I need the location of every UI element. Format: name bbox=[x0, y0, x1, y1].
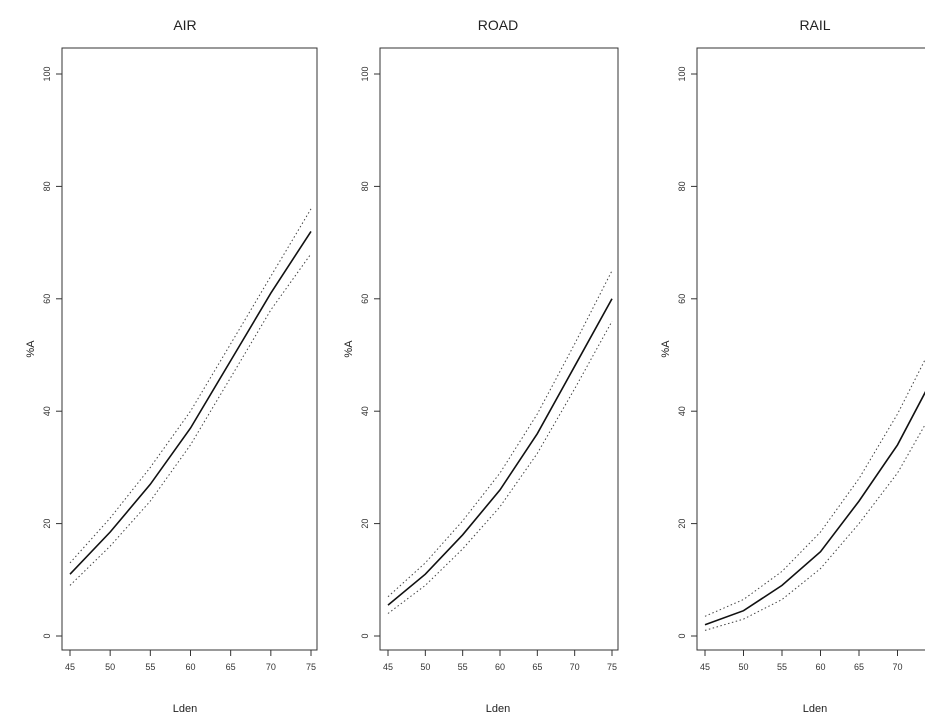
confidence-line bbox=[387, 270, 613, 598]
y-tick-label: 0 bbox=[42, 633, 52, 638]
y-tick-label: 0 bbox=[360, 633, 370, 638]
panel-air: AIR 45 50 55 60 65 70 75 0 20 40 60 80 100 Lden %A bbox=[25, 17, 318, 715]
x-tick-label: 60 bbox=[495, 662, 505, 672]
confidence-line bbox=[704, 423, 925, 631]
x-axis-label: Lden bbox=[486, 703, 510, 715]
y-tick-label: 100 bbox=[360, 66, 370, 81]
plot-frame bbox=[61, 47, 318, 651]
y-axis-label: %A bbox=[343, 340, 355, 358]
x-tick-label: 70 bbox=[892, 662, 902, 672]
panel-title: AIR bbox=[173, 17, 196, 33]
y-tick-label: 20 bbox=[677, 519, 687, 529]
x-tick-label: 65 bbox=[854, 662, 864, 672]
y-tick-label: 60 bbox=[360, 294, 370, 304]
x-tick-label: 65 bbox=[532, 662, 542, 672]
estimate-line bbox=[387, 298, 613, 606]
x-tick-label: 70 bbox=[266, 662, 276, 672]
x-tick-label: 60 bbox=[185, 662, 195, 672]
panel-rail: RAIL45505560657075020406080100Lden%A bbox=[660, 17, 925, 715]
x-tick-label: 55 bbox=[458, 662, 468, 672]
x-tick-label: 45 bbox=[700, 662, 710, 672]
estimate-line bbox=[69, 230, 312, 575]
confidence-line bbox=[69, 208, 312, 564]
y-axis-label: %A bbox=[25, 340, 37, 358]
x-tick-label: 55 bbox=[145, 662, 155, 672]
x-tick-label: 50 bbox=[105, 662, 115, 672]
x-tick-label: 50 bbox=[738, 662, 748, 672]
confidence-line bbox=[704, 358, 925, 617]
y-tick-label: 0 bbox=[677, 633, 687, 638]
y-tick-label: 100 bbox=[42, 66, 52, 81]
x-tick-label: 75 bbox=[607, 662, 617, 672]
plot-frame bbox=[696, 47, 925, 651]
x-tick-label: 65 bbox=[226, 662, 236, 672]
y-tick-label: 20 bbox=[42, 519, 52, 529]
confidence-line bbox=[387, 321, 613, 614]
x-tick-label: 50 bbox=[420, 662, 430, 672]
y-tick-label: 20 bbox=[360, 519, 370, 529]
y-tick-label: 40 bbox=[677, 406, 687, 416]
x-tick-label: 60 bbox=[815, 662, 825, 672]
estimate-line bbox=[704, 391, 925, 626]
x-axis-label: Lden bbox=[803, 703, 827, 715]
confidence-line bbox=[69, 253, 312, 586]
y-tick-label: 80 bbox=[42, 181, 52, 191]
y-tick-label: 40 bbox=[360, 406, 370, 416]
y-tick-label: 60 bbox=[677, 294, 687, 304]
panel-title: RAIL bbox=[799, 17, 830, 33]
plot-frame bbox=[379, 47, 619, 651]
y-tick-label: 100 bbox=[677, 66, 687, 81]
x-tick-label: 45 bbox=[383, 662, 393, 672]
panel-title: ROAD bbox=[478, 17, 518, 33]
panel-road: ROAD 45 50 55 60 65 70 75 0 20 40 60 80 100 Lden %A bbox=[343, 17, 619, 715]
x-tick-label: 45 bbox=[65, 662, 75, 672]
x-tick-label: 75 bbox=[306, 662, 316, 672]
x-tick-label: 55 bbox=[777, 662, 787, 672]
y-tick-label: 80 bbox=[677, 181, 687, 191]
y-axis-label: %A bbox=[660, 340, 672, 358]
y-tick-label: 40 bbox=[42, 406, 52, 416]
y-tick-label: 60 bbox=[42, 294, 52, 304]
y-tick-label: 80 bbox=[360, 181, 370, 191]
x-tick-label: 70 bbox=[570, 662, 580, 672]
x-axis-label: Lden bbox=[173, 703, 197, 715]
